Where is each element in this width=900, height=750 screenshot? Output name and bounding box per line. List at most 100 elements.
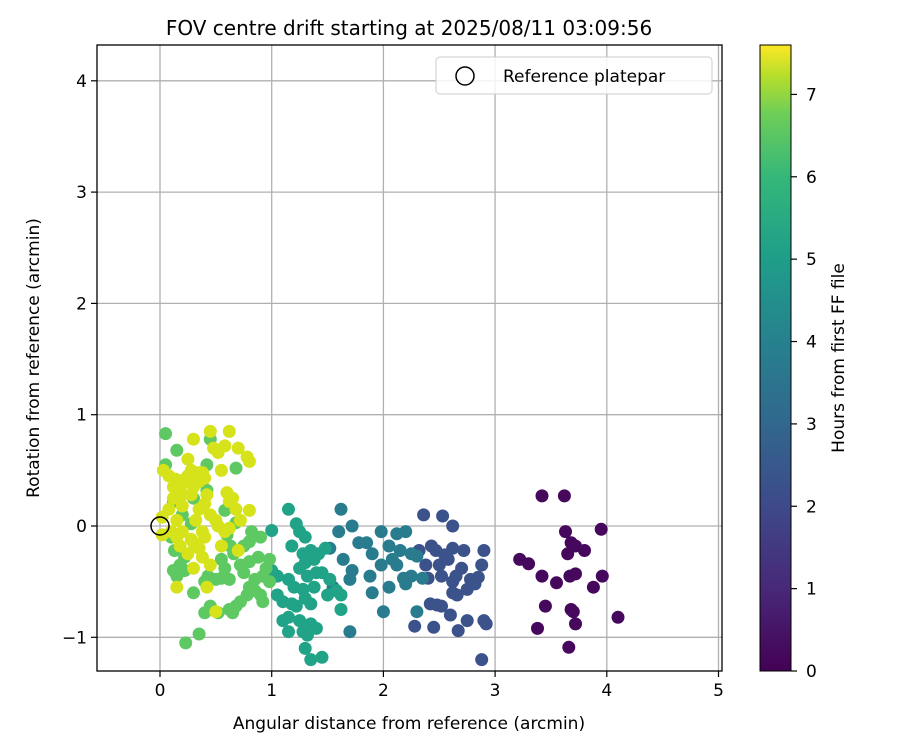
- data-point: [198, 530, 212, 544]
- data-point: [334, 502, 348, 516]
- data-point: [231, 544, 245, 557]
- data-point: [263, 575, 276, 589]
- colorbar-tick-label: 3: [806, 415, 817, 435]
- data-point: [245, 525, 259, 539]
- data-point: [229, 461, 243, 475]
- data-point: [561, 547, 575, 561]
- y-tick-label: 4: [76, 72, 87, 92]
- colorbar-label: Hours from first FF file: [829, 263, 849, 453]
- data-point: [399, 577, 413, 591]
- data-point: [390, 558, 404, 572]
- data-point: [203, 558, 217, 572]
- data-point: [263, 552, 276, 566]
- data-point: [408, 619, 422, 633]
- data-point: [334, 588, 348, 602]
- data-point: [166, 564, 180, 577]
- data-point: [298, 591, 312, 605]
- legend-marker: [455, 66, 475, 86]
- data-point: [159, 427, 173, 441]
- data-point: [242, 503, 256, 517]
- data-point: [363, 569, 377, 583]
- data-point: [416, 571, 429, 585]
- data-point: [550, 576, 563, 590]
- data-point: [435, 599, 448, 613]
- data-points: [155, 424, 625, 667]
- x-tick-label: 5: [713, 681, 724, 701]
- data-point: [435, 569, 448, 583]
- data-point: [345, 519, 359, 533]
- data-point: [446, 519, 460, 533]
- data-point: [595, 569, 609, 583]
- data-point: [214, 463, 228, 477]
- data-point: [276, 614, 290, 628]
- colorbar-tick-label: 6: [806, 168, 817, 188]
- data-point: [198, 471, 212, 485]
- data-point: [522, 557, 536, 571]
- data-point: [218, 439, 232, 453]
- x-axis-label: Angular distance from reference (arcmin): [233, 714, 585, 734]
- data-point: [374, 525, 388, 539]
- x-tick-label: 1: [266, 681, 277, 701]
- data-point: [460, 614, 474, 628]
- data-point: [189, 513, 203, 527]
- data-point: [226, 606, 240, 620]
- y-axis-label: Rotation from reference (arcmin): [24, 218, 44, 498]
- colorbar-tick-label: 4: [806, 333, 817, 353]
- grid-lines: [97, 45, 722, 671]
- data-point: [156, 463, 170, 477]
- x-tick-label: 4: [601, 681, 612, 701]
- data-point: [256, 595, 270, 609]
- data-point: [449, 569, 463, 583]
- data-point: [318, 541, 332, 555]
- data-point: [321, 588, 335, 602]
- data-point: [173, 539, 187, 553]
- data-point: [192, 627, 206, 641]
- y-tick-label: 1: [76, 406, 87, 426]
- data-point: [382, 580, 396, 594]
- data-point: [198, 606, 212, 620]
- x-tick-label: 0: [155, 681, 166, 701]
- data-point: [222, 521, 236, 535]
- data-point: [450, 588, 464, 602]
- data-point: [578, 544, 591, 557]
- chart-title: FOV centre drift starting at 2025/08/11 …: [166, 16, 652, 40]
- data-point: [332, 525, 346, 539]
- data-point: [559, 525, 572, 539]
- data-point: [419, 558, 433, 572]
- colorbar-tick-label: 0: [806, 662, 817, 682]
- data-point: [457, 544, 471, 557]
- colorbar-gradient: [759, 44, 792, 672]
- y-axis-ticks: −1 0 1 2 3 4: [62, 72, 97, 648]
- data-point: [178, 472, 192, 486]
- data-point: [179, 636, 193, 650]
- data-point: [187, 561, 200, 575]
- colorbar-tick-label: 1: [806, 580, 817, 600]
- data-point: [282, 625, 295, 639]
- data-point: [285, 539, 299, 553]
- colorbar: 0 1 2 3 4 5 6 7 Hours from first FF file: [759, 44, 849, 682]
- data-point: [218, 561, 232, 575]
- data-point: [535, 489, 549, 503]
- data-point: [187, 586, 200, 600]
- colorbar-tick-label: 5: [806, 250, 817, 270]
- data-point: [611, 610, 625, 624]
- data-point: [410, 549, 424, 563]
- data-point: [231, 441, 245, 455]
- data-point: [170, 443, 184, 457]
- data-point: [222, 424, 236, 438]
- x-axis-ticks: 0 1 2 3 4 5: [155, 671, 724, 701]
- data-point: [451, 624, 465, 638]
- data-point: [315, 650, 329, 664]
- data-point: [475, 653, 489, 667]
- data-point: [298, 641, 312, 655]
- x-tick-label: 2: [378, 681, 389, 701]
- legend-box: [435, 56, 713, 95]
- data-point: [307, 552, 321, 566]
- data-point: [251, 550, 265, 564]
- data-point: [300, 628, 314, 642]
- data-point: [237, 566, 251, 580]
- data-point: [586, 580, 600, 594]
- data-point: [382, 539, 396, 553]
- data-point: [436, 509, 450, 523]
- data-point: [242, 454, 256, 468]
